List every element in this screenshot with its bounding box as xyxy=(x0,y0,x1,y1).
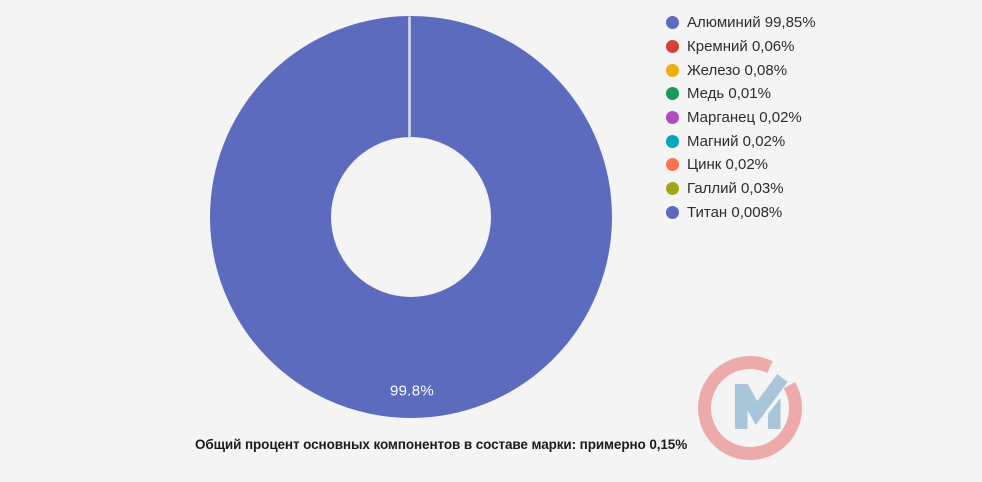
legend-label: Титан 0,008% xyxy=(687,203,783,221)
legend-item-2[interactable]: Железо 0,08% xyxy=(666,58,816,82)
slice-data-label: 99.8% xyxy=(389,382,435,400)
legend-color-dot xyxy=(666,158,679,172)
legend-label: Алюминий 99,85% xyxy=(687,14,816,32)
legend-label: Кремний 0,06% xyxy=(687,38,795,56)
legend-label: Цинк 0,02% xyxy=(687,156,769,174)
legend-label: Магний 0,02% xyxy=(687,132,786,150)
donut-ring-aluminium-slice[interactable] xyxy=(210,16,612,418)
legend-color-dot xyxy=(666,87,679,101)
legend-item-4[interactable]: Марганец 0,02% xyxy=(666,106,816,130)
watermark-logo xyxy=(698,356,802,460)
logo-m-check xyxy=(735,374,788,429)
legend-color-dot xyxy=(666,205,679,219)
legend-label: Галлий 0,03% xyxy=(687,180,784,198)
legend-color-dot xyxy=(666,134,679,148)
legend-item-5[interactable]: Магний 0,02% xyxy=(666,129,816,153)
legend-item-3[interactable]: Медь 0,01% xyxy=(666,82,816,106)
chart-legend: Алюминий 99,85% Кремний 0,06% Железо 0,08%… xyxy=(666,11,816,224)
legend-color-dot xyxy=(666,16,679,30)
chart-caption: Общий процент основных компонентов в сос… xyxy=(195,437,688,452)
legend-item-1[interactable]: Кремний 0,06% xyxy=(666,35,816,59)
donut-chart[interactable] xyxy=(210,16,612,418)
legend-color-dot xyxy=(666,63,679,77)
legend-item-6[interactable]: Цинк 0,02% xyxy=(666,153,816,177)
legend-label: Железо 0,08% xyxy=(687,61,788,79)
legend-color-dot xyxy=(666,40,679,54)
logo-c-arc xyxy=(698,356,802,460)
legend-color-dot xyxy=(666,182,679,196)
legend-item-8[interactable]: Титан 0,008% xyxy=(666,201,816,225)
legend-label: Марганец 0,02% xyxy=(687,109,802,127)
legend-item-0[interactable]: Алюминий 99,85% xyxy=(666,11,816,35)
legend-label: Медь 0,01% xyxy=(687,85,771,103)
legend-item-7[interactable]: Галлий 0,03% xyxy=(666,177,816,201)
legend-color-dot xyxy=(666,111,679,125)
